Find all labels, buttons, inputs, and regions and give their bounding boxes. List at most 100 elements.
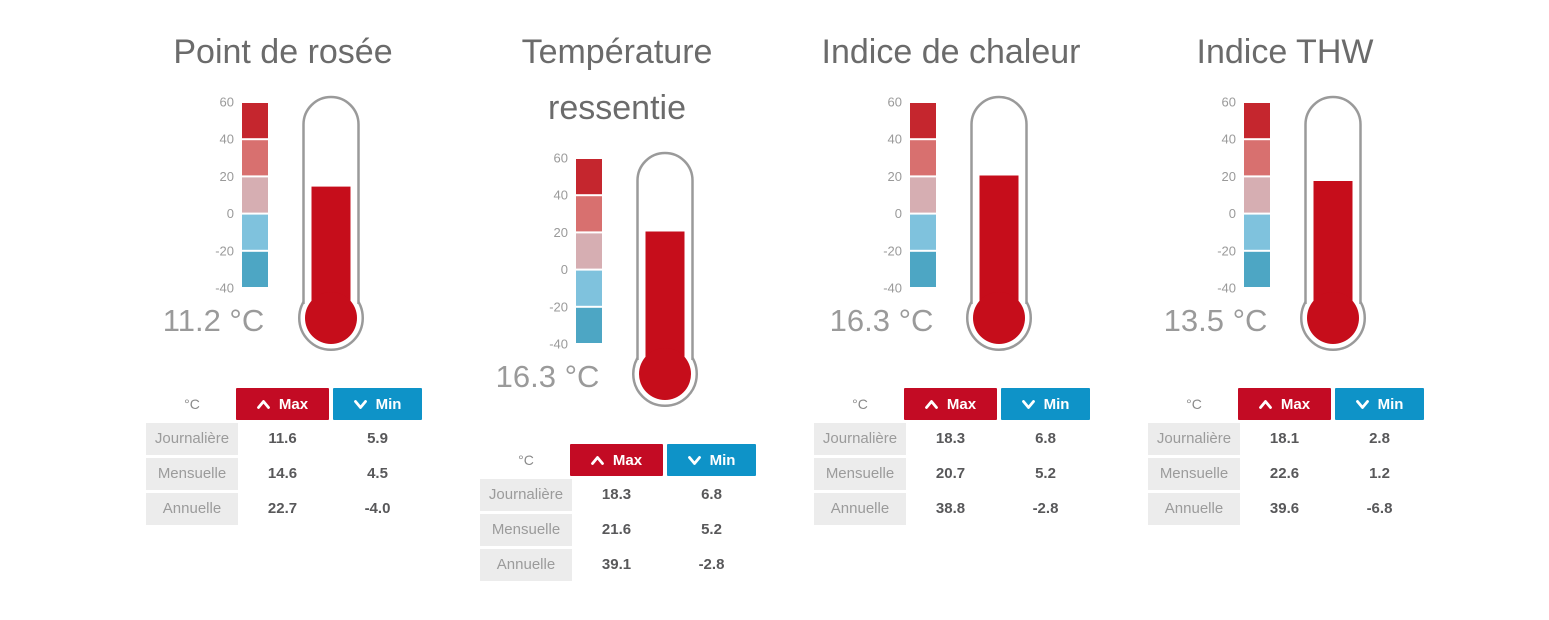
min-value-cell: 6.8 xyxy=(1035,430,1056,447)
min-value-cell: 5.2 xyxy=(701,521,722,538)
scale-color-block xyxy=(576,233,602,269)
table-row-label: Journalière xyxy=(1148,423,1240,455)
thermometer-bulb xyxy=(1307,292,1359,344)
scale-tick-label: -40 xyxy=(549,337,568,352)
table-row-label: Journalière xyxy=(814,423,906,455)
scale-tick-label: 0 xyxy=(227,206,234,221)
table-unit-header: °C xyxy=(184,396,200,412)
table-row: Journalière 18.1 2.8 xyxy=(1118,423,1452,455)
scale-color-block xyxy=(1244,214,1270,250)
scale-tick-label: 0 xyxy=(561,262,568,277)
min-button-label: Min xyxy=(1043,395,1070,413)
max-toggle-button[interactable]: Max xyxy=(570,444,663,476)
gauge-panel: Température ressentie 60 40 20 0 -20 -40 xyxy=(450,0,784,620)
min-value-cell: 1.2 xyxy=(1369,465,1390,482)
max-value-cell: 11.6 xyxy=(268,430,297,447)
scale-color-block xyxy=(242,103,268,139)
table-row: Annuelle 39.6 -6.8 xyxy=(1118,493,1452,525)
table-row: Journalière 11.6 5.9 xyxy=(116,423,450,455)
thermometer-fill xyxy=(1313,181,1353,306)
scale-color-bar xyxy=(1244,103,1270,287)
table-unit-header: °C xyxy=(852,396,868,412)
min-toggle-button[interactable]: Min xyxy=(1001,388,1090,420)
max-value-cell: 39.1 xyxy=(601,556,632,573)
max-value-cell: 38.8 xyxy=(935,500,966,517)
table-row: Journalière 18.3 6.8 xyxy=(450,479,784,511)
max-value-cell: 18.3 xyxy=(601,486,632,503)
max-button-label: Max xyxy=(612,451,643,469)
current-reading: 13.5 °C xyxy=(1163,303,1268,338)
table-row: Journalière 18.3 6.8 xyxy=(784,423,1118,455)
chevron-up-icon xyxy=(591,455,604,465)
scale-tick-label: -40 xyxy=(215,281,234,296)
scale-color-block xyxy=(242,214,268,250)
scale-color-block xyxy=(910,251,936,287)
panel-title: Point de rosée xyxy=(116,24,450,80)
scale-tick-labels: 60 40 20 0 -20 -40 xyxy=(883,95,902,296)
chevron-down-icon xyxy=(687,455,701,465)
min-value-cell: 2.8 xyxy=(1369,430,1390,447)
scale-color-block xyxy=(576,307,602,343)
panel-title-line: ressentie xyxy=(548,89,686,127)
chevron-down-icon xyxy=(1021,399,1035,409)
table-row-label: Journalière xyxy=(480,479,572,511)
min-toggle-button[interactable]: Min xyxy=(333,388,422,420)
thermometer-gauge: 60 40 20 0 -20 -40 xyxy=(549,151,698,407)
max-value-cell: 39.6 xyxy=(1269,500,1300,517)
max-value-cell: 21.6 xyxy=(601,521,632,538)
max-value-cell: 20.7 xyxy=(935,465,966,482)
scale-tick-label: 60 xyxy=(1222,95,1236,110)
table-row: Mensuelle 14.6 4.5 xyxy=(116,458,450,490)
scale-tick-label: 20 xyxy=(1222,169,1236,184)
table-unit-header: °C xyxy=(518,452,534,468)
scale-color-block xyxy=(910,103,936,139)
max-value-cell: 18.3 xyxy=(935,430,966,447)
min-value-cell: -4.0 xyxy=(364,500,391,517)
scale-color-block xyxy=(576,159,602,195)
scale-color-bar xyxy=(242,103,268,287)
max-value-cell: 14.6 xyxy=(267,465,298,482)
panel-title-line: Température xyxy=(521,33,713,71)
scale-color-block xyxy=(910,214,936,250)
max-button-label: Max xyxy=(946,395,977,413)
min-value-cell: 6.8 xyxy=(701,486,722,503)
max-value-cell: 22.7 xyxy=(267,500,298,517)
min-value-cell: 4.5 xyxy=(367,465,388,482)
scale-color-block xyxy=(1244,177,1270,213)
scale-color-block xyxy=(1244,140,1270,176)
scale-tick-label: 0 xyxy=(1229,206,1236,221)
min-toggle-button[interactable]: Min xyxy=(1335,388,1424,420)
scale-tick-label: 60 xyxy=(554,151,568,166)
table-row-label: Annuelle xyxy=(146,493,238,525)
scale-color-block xyxy=(576,196,602,232)
chevron-up-icon xyxy=(257,399,270,409)
thermometer-gauge: 60 40 20 0 -20 -40 xyxy=(215,95,364,351)
scale-color-block xyxy=(910,177,936,213)
max-toggle-button[interactable]: Max xyxy=(1238,388,1331,420)
table-row: Annuelle 22.7 -4.0 xyxy=(116,493,450,525)
scale-tick-label: 60 xyxy=(220,95,234,110)
min-value-cell: 5.9 xyxy=(367,430,388,447)
scale-color-block xyxy=(576,270,602,306)
max-toggle-button[interactable]: Max xyxy=(904,388,997,420)
panel-title-line: Indice THW xyxy=(1196,33,1374,71)
scale-color-block xyxy=(242,177,268,213)
scale-tick-labels: 60 40 20 0 -20 -40 xyxy=(549,151,568,352)
max-value-cell: 18.1 xyxy=(1269,430,1300,447)
min-toggle-button[interactable]: Min xyxy=(667,444,756,476)
max-toggle-button[interactable]: Max xyxy=(236,388,329,420)
scale-tick-label: 40 xyxy=(220,132,234,147)
table-row: Mensuelle 21.6 5.2 xyxy=(450,514,784,546)
table-row-label: Mensuelle xyxy=(480,514,572,546)
table-row: Mensuelle 22.6 1.2 xyxy=(1118,458,1452,490)
table-row-label: Annuelle xyxy=(480,549,572,581)
table-row: Mensuelle 20.7 5.2 xyxy=(784,458,1118,490)
thermometer-bulb xyxy=(973,292,1025,344)
chevron-down-icon xyxy=(1355,399,1369,409)
scale-color-bar xyxy=(576,159,602,343)
min-value-cell: -2.8 xyxy=(698,556,725,573)
scale-tick-label: 60 xyxy=(888,95,902,110)
chevron-up-icon xyxy=(1259,399,1272,409)
max-button-label: Max xyxy=(278,395,309,413)
gauge-panel: Point de rosée 60 40 20 0 -20 -40 1 xyxy=(116,0,450,620)
